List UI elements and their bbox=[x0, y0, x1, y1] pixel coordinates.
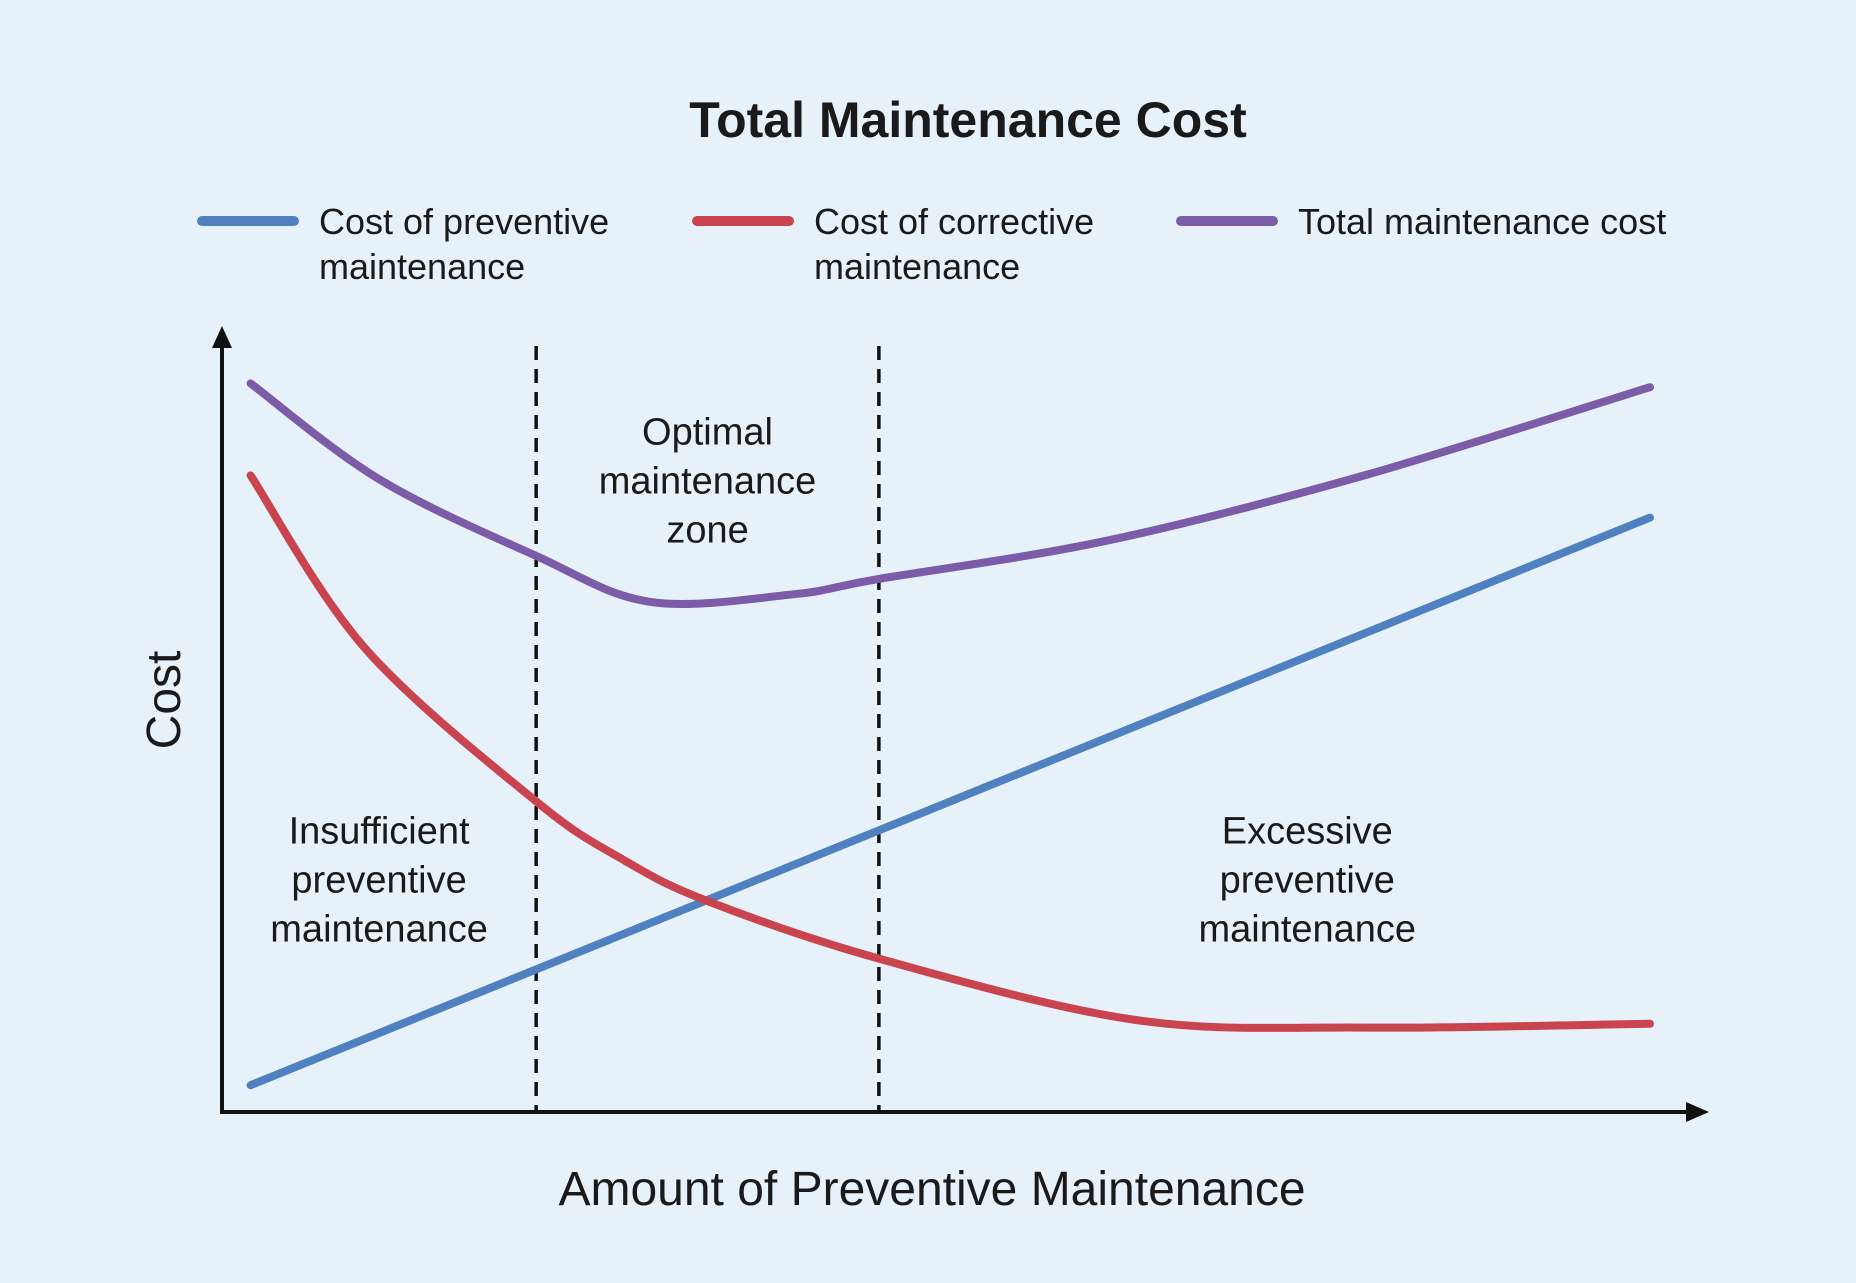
chart-legend: Cost of preventive maintenance Cost of cor… bbox=[197, 201, 1666, 287]
total-cost-line bbox=[246, 379, 1654, 608]
corrective-cost-line bbox=[246, 471, 1654, 1032]
annotation-optimal: Optimal maintenance zone bbox=[599, 412, 817, 552]
legend-label-corrective: Cost of corrective maintenance bbox=[814, 201, 1094, 287]
y-axis-label: Cost bbox=[138, 651, 191, 750]
chart-title: Total Maintenance Cost bbox=[689, 92, 1247, 148]
x-axis-label: Amount of Preventive Maintenance bbox=[558, 1163, 1305, 1216]
legend-label-total: Total maintenance cost bbox=[1298, 201, 1666, 242]
axes bbox=[212, 326, 1709, 1122]
zone-annotations: Optimal maintenance zone Insufficient preven… bbox=[270, 412, 1416, 951]
plot-lines bbox=[246, 346, 1654, 1112]
annotation-insufficient: Insufficient preventive maintenance bbox=[270, 811, 488, 951]
preventive-cost-line bbox=[246, 513, 1654, 1090]
y-axis-arrow-icon bbox=[212, 326, 232, 348]
annotation-excessive: Excessive preventive maintenance bbox=[1198, 811, 1416, 951]
x-axis-arrow-icon bbox=[1686, 1102, 1709, 1122]
legend-label-preventive: Cost of preventive maintenance bbox=[319, 201, 609, 287]
